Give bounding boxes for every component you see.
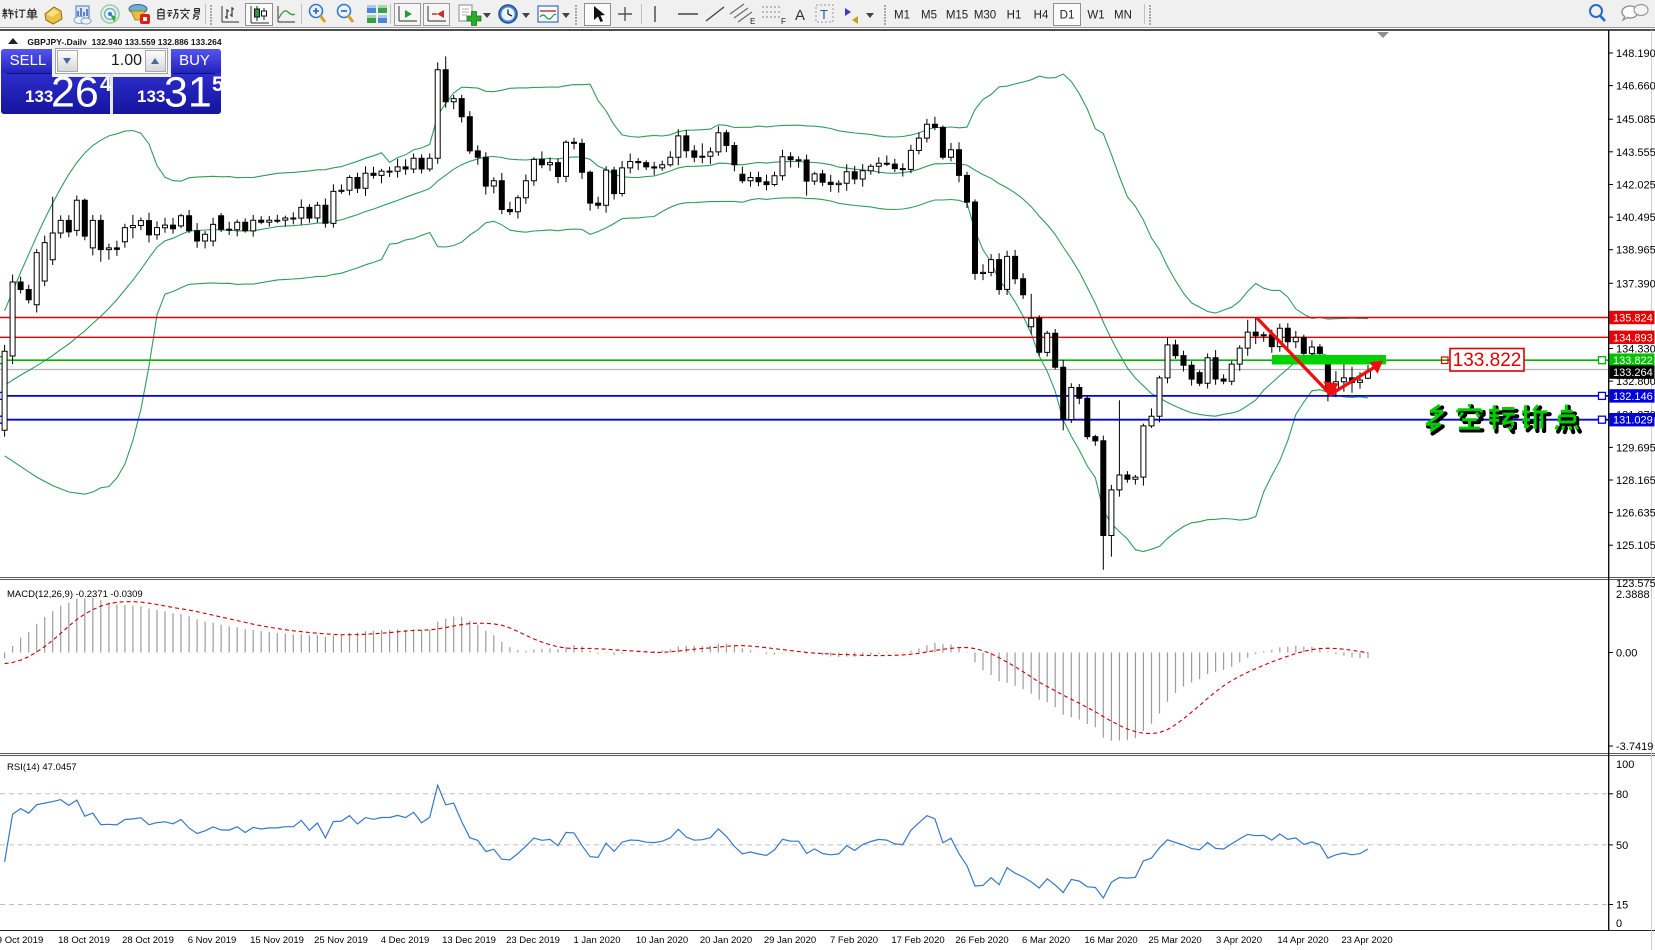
svg-text:132.800: 132.800 <box>1616 376 1655 388</box>
svg-text:A: A <box>795 7 805 24</box>
svg-text:17 Feb 2020: 17 Feb 2020 <box>891 935 944 946</box>
svg-text:MN: MN <box>1114 10 1132 22</box>
svg-text:1 Jan 2020: 1 Jan 2020 <box>573 935 620 946</box>
svg-text:3 Apr 2020: 3 Apr 2020 <box>1216 935 1262 946</box>
svg-text:0: 0 <box>1616 918 1622 930</box>
svg-text:E: E <box>750 17 755 26</box>
svg-text:H1: H1 <box>1007 10 1022 22</box>
svg-text:16 Mar 2020: 16 Mar 2020 <box>1084 935 1137 946</box>
svg-text:15 Nov 2019: 15 Nov 2019 <box>250 935 304 946</box>
svg-text:H4: H4 <box>1034 10 1049 22</box>
svg-text:148.190: 148.190 <box>1616 48 1655 60</box>
svg-text:18 Oct 2019: 18 Oct 2019 <box>58 935 110 946</box>
svg-text:135.824: 135.824 <box>1613 313 1653 325</box>
svg-text:M15: M15 <box>946 10 968 22</box>
svg-text:125.105: 125.105 <box>1616 540 1655 552</box>
svg-text:137.390: 137.390 <box>1616 278 1655 290</box>
svg-text:6 Mar 2020: 6 Mar 2020 <box>1022 935 1070 946</box>
svg-text:25 Mar 2020: 25 Mar 2020 <box>1148 935 1201 946</box>
svg-text:25 Nov 2019: 25 Nov 2019 <box>314 935 368 946</box>
svg-text:MACD(12,26,9) -0.2371 -0.0309: MACD(12,26,9) -0.2371 -0.0309 <box>7 589 143 600</box>
svg-text:D1: D1 <box>1060 10 1075 22</box>
svg-text:26 Feb 2020: 26 Feb 2020 <box>955 935 1008 946</box>
svg-text:28 Oct 2019: 28 Oct 2019 <box>122 935 174 946</box>
svg-text:2.3888: 2.3888 <box>1616 589 1650 601</box>
svg-text:10 Jan 2020: 10 Jan 2020 <box>636 935 688 946</box>
svg-text:-3.7419: -3.7419 <box>1616 741 1653 753</box>
svg-text:129.695: 129.695 <box>1616 442 1655 454</box>
svg-text:50: 50 <box>1616 840 1628 852</box>
svg-text:7 Feb 2020: 7 Feb 2020 <box>830 935 878 946</box>
svg-text:14 Apr 2020: 14 Apr 2020 <box>1277 935 1328 946</box>
svg-text:4 Dec 2019: 4 Dec 2019 <box>381 935 430 946</box>
svg-text:20 Jan 2020: 20 Jan 2020 <box>700 935 752 946</box>
svg-text:134.330: 134.330 <box>1616 344 1655 356</box>
svg-text:T: T <box>820 7 828 22</box>
svg-text:140.495: 140.495 <box>1616 212 1655 224</box>
svg-text:131.029: 131.029 <box>1613 415 1653 427</box>
svg-text:123.575: 123.575 <box>1616 578 1655 590</box>
svg-text:F: F <box>781 17 786 26</box>
svg-text:80: 80 <box>1616 789 1628 801</box>
svg-text:23 Apr 2020: 23 Apr 2020 <box>1341 935 1392 946</box>
svg-text:128.165: 128.165 <box>1616 475 1655 487</box>
svg-text:23 Dec 2019: 23 Dec 2019 <box>506 935 560 946</box>
svg-text:13 Dec 2019: 13 Dec 2019 <box>442 935 496 946</box>
svg-text:143.555: 143.555 <box>1616 147 1655 159</box>
svg-text:126.635: 126.635 <box>1616 508 1655 520</box>
svg-text:0.00: 0.00 <box>1616 648 1637 660</box>
svg-text:M30: M30 <box>974 10 996 22</box>
svg-text:133.264: 133.264 <box>1613 367 1653 379</box>
svg-text:145.085: 145.085 <box>1616 114 1655 126</box>
svg-text:132.146: 132.146 <box>1613 391 1653 403</box>
svg-text:29 Jan 2020: 29 Jan 2020 <box>764 935 816 946</box>
svg-text:RSI(14) 47.0457: RSI(14) 47.0457 <box>7 762 77 773</box>
svg-text:146.660: 146.660 <box>1616 81 1655 93</box>
svg-text:133.822: 133.822 <box>1613 355 1653 367</box>
svg-text:15: 15 <box>1616 900 1628 912</box>
svg-text:9 Oct 2019: 9 Oct 2019 <box>0 935 43 946</box>
svg-text:133.822: 133.822 <box>1453 350 1522 371</box>
svg-text:100: 100 <box>1616 759 1634 771</box>
svg-text:6 Nov 2019: 6 Nov 2019 <box>188 935 237 946</box>
svg-text:142.025: 142.025 <box>1616 180 1655 192</box>
svg-text:W1: W1 <box>1087 10 1104 22</box>
svg-text:M5: M5 <box>921 10 937 22</box>
svg-text:M1: M1 <box>894 10 910 22</box>
svg-text:138.965: 138.965 <box>1616 245 1655 257</box>
svg-text:134.893: 134.893 <box>1613 332 1653 344</box>
